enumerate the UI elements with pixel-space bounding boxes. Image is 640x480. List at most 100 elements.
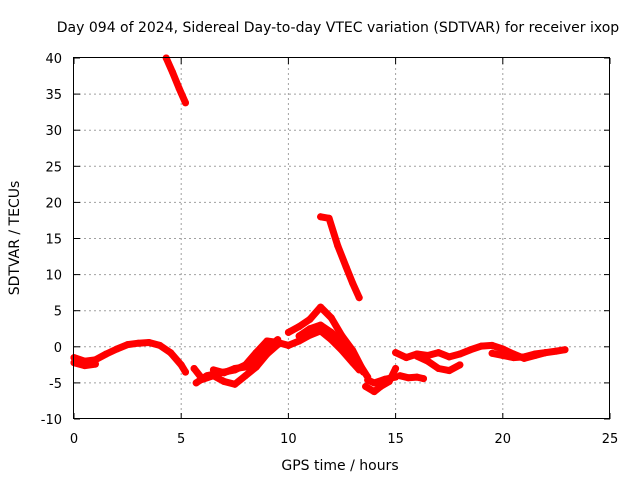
data-point (284, 341, 292, 349)
data-point (242, 363, 249, 371)
series-arc-steep-1 (162, 54, 189, 107)
data-point (190, 365, 198, 372)
data-point (349, 279, 357, 287)
data-point (295, 323, 303, 331)
data-point (209, 366, 217, 374)
data-point (392, 349, 400, 357)
x-tick-label: 0 (70, 432, 78, 447)
y-tick-label: 25 (45, 160, 62, 175)
data-point (182, 99, 189, 107)
data-point (295, 337, 303, 345)
data-point (177, 361, 185, 369)
data-point (317, 327, 325, 335)
data-point (252, 356, 260, 364)
data-point (370, 379, 378, 387)
series-arc-dip-2 (364, 373, 400, 387)
data-point (405, 374, 412, 382)
data-point (145, 339, 153, 346)
data-point (242, 372, 249, 380)
data-point (113, 345, 121, 353)
data-point (499, 352, 507, 359)
data-point (325, 214, 333, 222)
y-tick-label: -10 (41, 413, 62, 428)
y-tick-label: 35 (45, 88, 62, 103)
data-point (420, 375, 427, 383)
y-axis-label: SDTVAR / TECUs (7, 181, 23, 296)
data-point (317, 303, 325, 311)
data-point (284, 328, 292, 336)
data-point (355, 366, 363, 374)
data-point (542, 349, 550, 357)
data-point (413, 373, 421, 381)
data-point (156, 341, 164, 349)
data-point (435, 365, 442, 372)
data-point (124, 341, 132, 349)
x-tick-label: 10 (280, 432, 297, 447)
data-point (488, 349, 496, 357)
x-tick-label: 15 (387, 432, 404, 447)
data-point (381, 375, 389, 383)
data-point (81, 362, 89, 370)
data-point (435, 349, 442, 357)
ticks: 0 5 10 15 20 25 -10 -5 0 5 10 15 20 25 30 35 40 (41, 52, 619, 447)
data-point (510, 354, 517, 362)
x-tick-label: 20 (495, 432, 512, 447)
y-tick-label: -5 (49, 377, 62, 392)
data-point (364, 376, 372, 384)
data-point (456, 350, 464, 358)
chart-title: Day 094 of 2024, Sidereal Day-to-day VTE… (57, 20, 620, 36)
data-point (327, 336, 335, 344)
data-point (396, 372, 404, 380)
data-point (306, 315, 314, 323)
data-point (231, 380, 239, 388)
data-point (402, 354, 410, 362)
data-point (134, 339, 142, 347)
data-point (91, 360, 99, 368)
data-point (413, 352, 421, 360)
data-point (370, 388, 378, 396)
data-point (317, 321, 325, 329)
data-point (355, 294, 363, 302)
grid (74, 58, 610, 419)
data-point (182, 368, 189, 376)
data-point (531, 350, 539, 358)
y-tick-label: 40 (45, 52, 62, 67)
x-axis-label: GPS time / hours (281, 458, 398, 474)
data-point (231, 365, 239, 372)
y-tick-label: 0 (54, 341, 62, 356)
y-tick-label: 30 (45, 124, 62, 139)
data-point (338, 346, 346, 354)
data-point (263, 344, 271, 352)
data-point (552, 347, 560, 355)
data-point (561, 346, 569, 354)
data-point (520, 353, 528, 361)
data-point (424, 357, 432, 365)
y-tick-label: 20 (45, 196, 62, 211)
data-point (220, 369, 228, 377)
data-point (467, 346, 475, 354)
series-layer (70, 54, 569, 396)
data-point (317, 213, 325, 221)
data-point (349, 359, 357, 367)
y-tick-label: 15 (45, 233, 62, 248)
data-point (392, 365, 400, 372)
y-tick-label: 5 (54, 305, 62, 320)
data-point (477, 342, 485, 350)
data-point (306, 331, 314, 339)
data-point (175, 84, 183, 92)
data-point (167, 349, 174, 357)
data-point (499, 345, 507, 353)
x-tick-label: 5 (177, 432, 185, 447)
data-point (334, 242, 342, 250)
data-point (488, 341, 496, 349)
data-point (445, 367, 453, 375)
data-point (342, 263, 350, 271)
data-point (220, 378, 228, 385)
data-point (192, 379, 200, 387)
data-point (199, 375, 207, 383)
data-point (169, 68, 177, 76)
data-point (102, 350, 110, 358)
data-point (362, 383, 370, 390)
x-tick-label: 25 (602, 432, 619, 447)
